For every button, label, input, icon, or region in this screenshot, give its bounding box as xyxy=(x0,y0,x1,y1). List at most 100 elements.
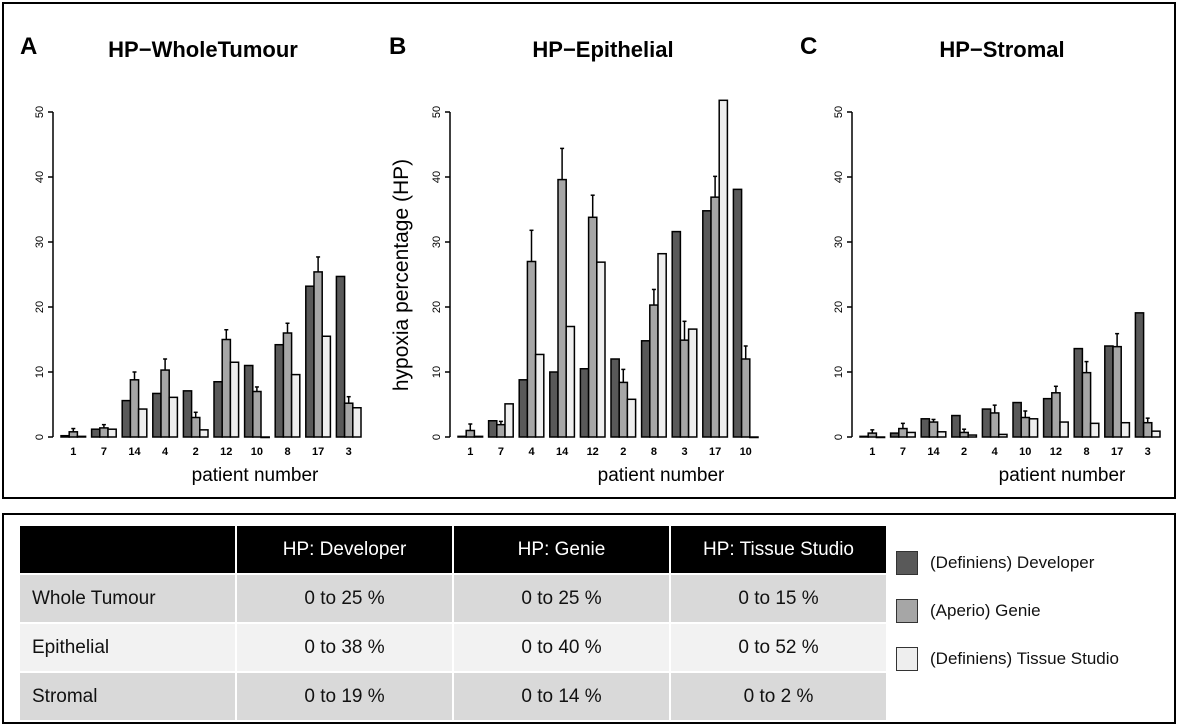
legend-label-genie: (Aperio) Genie xyxy=(930,601,1041,620)
bar xyxy=(496,423,506,438)
legend-swatch-genie xyxy=(896,599,918,623)
x-tick-label: 1 xyxy=(869,446,875,458)
bar xyxy=(321,335,332,438)
table-header-developer: HP: Developer xyxy=(235,526,453,574)
x-tick-label: 7 xyxy=(900,446,906,458)
charts-area: A HP−WholeTumour patient number B HP−Epi… xyxy=(20,33,1161,486)
y-tick-label: 30 xyxy=(431,236,443,248)
bar xyxy=(889,432,900,438)
row-label: Stromal xyxy=(20,671,236,720)
table-header-corner xyxy=(20,526,236,574)
x-axis-label-a: patient number xyxy=(192,465,319,486)
bar xyxy=(998,433,1008,438)
table-row: Epithelial 0 to 38 % 0 to 40 % 0 to 52 % xyxy=(20,622,886,672)
bar xyxy=(1073,347,1084,438)
x-tick-label: 4 xyxy=(162,446,169,458)
x-tick-label: 12 xyxy=(220,446,232,458)
bar xyxy=(1151,430,1161,438)
cell-developer: 0 to 25 % xyxy=(235,573,453,623)
bar xyxy=(920,418,931,438)
bar xyxy=(579,368,590,438)
bar xyxy=(549,371,559,438)
bar xyxy=(76,435,87,438)
x-tick-label: 10 xyxy=(1019,446,1031,458)
bar xyxy=(221,338,232,438)
bar xyxy=(260,436,270,439)
bar xyxy=(457,435,467,438)
legend-swatch-developer xyxy=(896,551,918,575)
bar xyxy=(343,402,354,438)
y-tick-label: 0 xyxy=(833,434,845,440)
x-tick-label: 3 xyxy=(1145,446,1151,458)
y-axis-label: hypoxia percentage (HP) xyxy=(390,159,413,391)
bar xyxy=(587,216,598,438)
bar xyxy=(1020,416,1031,438)
bar xyxy=(959,431,969,438)
bar xyxy=(137,408,148,438)
cell-genie: 0 to 14 % xyxy=(452,671,670,720)
charts-frame xyxy=(2,2,1176,499)
bar xyxy=(168,396,179,438)
legend-item-tissue-studio: (Definiens) Tissue Studio xyxy=(896,647,1119,671)
x-axis-label-c: patient number xyxy=(999,465,1126,486)
bar xyxy=(274,343,285,438)
bar xyxy=(1112,345,1122,438)
y-tick-label: 50 xyxy=(833,106,845,118)
x-tick-label: 2 xyxy=(193,446,199,458)
legend-swatch-tissue-studio xyxy=(896,647,918,671)
x-tick-label: 7 xyxy=(498,446,504,458)
bar xyxy=(710,196,720,438)
x-tick-label: 17 xyxy=(709,446,721,458)
bar xyxy=(504,403,514,438)
bar xyxy=(981,408,992,438)
cell-tissue-studio: 0 to 15 % xyxy=(669,573,886,623)
bar xyxy=(190,416,201,438)
bar xyxy=(657,252,667,438)
bar xyxy=(1012,401,1022,438)
bar xyxy=(906,431,916,438)
bar xyxy=(1142,421,1153,438)
bar xyxy=(867,432,878,438)
x-tick-label: 8 xyxy=(651,446,657,458)
cell-genie: 0 to 25 % xyxy=(452,573,670,623)
bar xyxy=(649,304,659,438)
y-tick-label: 0 xyxy=(431,434,443,440)
bar xyxy=(618,381,629,438)
bar xyxy=(596,261,606,438)
bar xyxy=(313,271,323,438)
bar xyxy=(640,340,651,438)
bar xyxy=(936,431,947,438)
panel-letter-a: A xyxy=(20,33,37,60)
panel-title-a: HP−WholeTumour xyxy=(108,37,298,62)
bar xyxy=(199,429,209,438)
panel-letter-c: C xyxy=(800,33,817,60)
legend-item-developer: (Definiens) Developer xyxy=(896,551,1119,575)
cell-developer: 0 to 38 % xyxy=(235,622,453,672)
bar xyxy=(107,428,117,438)
y-tick-label: 20 xyxy=(431,301,443,313)
cell-developer: 0 to 19 % xyxy=(235,671,453,720)
y-tick-label: 0 xyxy=(34,434,46,440)
x-tick-label: 7 xyxy=(101,446,107,458)
bar xyxy=(702,210,712,438)
x-tick-label: 14 xyxy=(927,446,940,458)
y-tick-label: 40 xyxy=(431,171,443,183)
bar xyxy=(473,435,484,438)
bar xyxy=(1081,371,1092,438)
bar xyxy=(718,99,729,438)
x-tick-label: 12 xyxy=(587,446,599,458)
legend-item-genie: (Aperio) Genie xyxy=(896,599,1119,623)
x-tick-label: 14 xyxy=(128,446,141,458)
bar xyxy=(160,369,170,438)
x-tick-label: 8 xyxy=(284,446,290,458)
bar xyxy=(687,328,698,438)
row-label: Whole Tumour xyxy=(20,573,236,623)
bar xyxy=(898,427,908,438)
row-label: Epithelial xyxy=(20,622,236,672)
bar xyxy=(229,361,240,438)
y-tick-label: 50 xyxy=(34,106,46,118)
bar xyxy=(859,435,869,438)
bar xyxy=(1120,421,1131,438)
hp-range-table: HP: Developer HP: Genie HP: Tissue Studi… xyxy=(20,526,886,720)
x-tick-label: 2 xyxy=(620,446,626,458)
